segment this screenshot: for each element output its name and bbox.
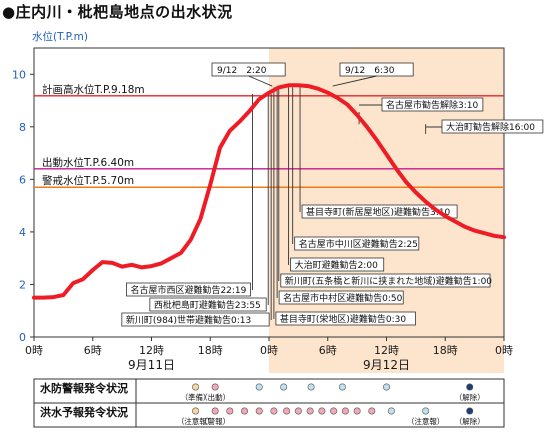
- time-marker-leader: [248, 75, 273, 87]
- reference-line-label: 計画高水位T.P.9.18m: [42, 83, 145, 96]
- reference-line-label: 出動水位T.P.6.40m: [42, 156, 134, 169]
- y-axis-label: 水位(T.P.m): [32, 30, 88, 43]
- y-tick-label: 0: [19, 331, 26, 344]
- status-dot: [306, 407, 314, 415]
- status-dot: [466, 407, 474, 415]
- annotation-box: [149, 297, 267, 312]
- status-dot: [318, 407, 326, 415]
- annotation-label: 名古屋市中村区避難勧告0:50: [283, 292, 402, 304]
- annotation-label: 大治町勧告解除16:00: [446, 121, 535, 133]
- status-dot: [368, 407, 376, 415]
- x-tick-label: 0時: [260, 344, 278, 357]
- status-dot: [241, 407, 249, 415]
- status-dot: [307, 383, 315, 391]
- time-marker-label: 9/12 2:20: [217, 66, 267, 76]
- annotation-label: 名古屋市勧告解除3:10: [386, 99, 478, 111]
- status-dot: [330, 407, 338, 415]
- status-dot: [192, 407, 200, 415]
- status-note: （解除）: [455, 392, 485, 402]
- status-dot: [280, 383, 288, 391]
- status-dot: [226, 407, 234, 415]
- annotation-box: [278, 290, 404, 305]
- annotation-box: [121, 312, 270, 327]
- status-note: （警報）: [200, 416, 230, 426]
- status-note: （解除）: [455, 416, 485, 426]
- annotation-label: 甚目寺町(栄地区)避難勧告0:30: [280, 313, 407, 325]
- status-dot: [338, 383, 346, 391]
- water-level-line: [32, 83, 506, 300]
- annotation-box: [275, 311, 416, 326]
- status-dot: [466, 383, 474, 391]
- status-dot: [255, 383, 263, 391]
- y-tick-label: 10: [12, 68, 26, 81]
- page-title: ●庄内川・枇杷島地点の出水状況: [2, 3, 233, 21]
- y-tick-label: 4: [19, 226, 26, 239]
- annotation-box: [290, 257, 385, 272]
- status-dot: [270, 407, 278, 415]
- x-tick-label: 6時: [84, 344, 102, 357]
- status-dot: [422, 407, 430, 415]
- annotation-box: [294, 236, 420, 251]
- status-dot: [353, 407, 361, 415]
- x-tick-label: 0時: [495, 344, 513, 357]
- annotation-label: 名古屋市西区避難勧告22:19: [130, 284, 246, 296]
- x-tick-label: 18時: [198, 344, 223, 357]
- day-label: 9月12日: [363, 358, 410, 372]
- time-marker-label: 9/12 6:30: [345, 66, 395, 76]
- status-dot: [387, 407, 395, 415]
- annotation-label: 新川町(五条橋と新川に挟まれた地域)避難勧告1:00: [285, 275, 493, 287]
- status-row-label: 洪水予報発令状況: [40, 405, 128, 419]
- annotation-label: 新川町(984)世帯避難勧告0:13: [126, 314, 251, 326]
- status-dot: [283, 407, 291, 415]
- day-label: 9月11日: [128, 358, 175, 372]
- annotation-label: 甚目寺町(新居屋地区)避難勧告3:10: [306, 206, 451, 218]
- status-dot: [211, 407, 219, 415]
- status-dot: [341, 407, 349, 415]
- x-tick-label: 6時: [319, 344, 337, 357]
- annotation-box: [301, 204, 458, 219]
- x-tick-label: 0時: [25, 344, 43, 357]
- y-tick-label: 8: [19, 121, 26, 134]
- x-tick-label: 12時: [139, 344, 164, 357]
- annotation-label: 大治町避難勧告2:00: [295, 259, 378, 271]
- status-dot: [211, 383, 219, 391]
- annotation-box: [381, 97, 484, 112]
- annotation-label: 西枇杷島町避難勧告23:55: [154, 299, 261, 311]
- y-tick-label: 6: [19, 173, 26, 186]
- status-dot: [382, 383, 390, 391]
- status-note: （注意報）: [407, 416, 445, 426]
- time-marker-leader: [332, 75, 377, 87]
- annotation-box: [126, 282, 251, 297]
- reference-line-label: 警戒水位T.P.5.70m: [42, 174, 134, 187]
- x-tick-label: 18時: [433, 344, 458, 357]
- status-note: （出動）: [200, 392, 230, 402]
- y-tick-label: 2: [19, 278, 26, 291]
- status-dot: [192, 383, 200, 391]
- status-dot: [255, 407, 263, 415]
- status-note: （注意報）: [177, 416, 215, 426]
- annotation-label: 名古屋市中川区避難勧告2:25: [299, 238, 418, 250]
- x-tick-label: 12時: [374, 344, 399, 357]
- annotation-box: [441, 119, 544, 134]
- status-dot: [294, 407, 302, 415]
- status-note: （準備）: [181, 392, 211, 402]
- annotation-box: [280, 273, 491, 288]
- status-row-label: 水防警報発令状況: [40, 381, 128, 395]
